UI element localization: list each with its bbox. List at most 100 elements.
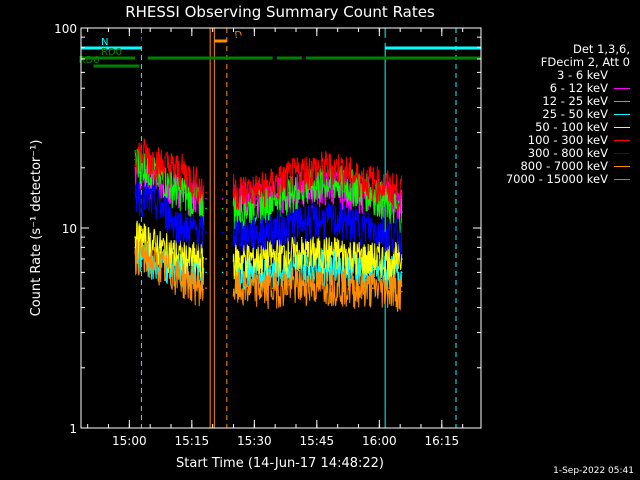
x-tick-label-3: 15:45 (300, 434, 335, 448)
x-axis-label: Start Time (14-Jun-17 14:48:22) (176, 456, 384, 471)
series-100-300-kev-point-2 (159, 162, 161, 165)
x-tick-label-1: 15:15 (175, 434, 210, 448)
legend-entry-3: 25 - 50 keV (542, 107, 630, 121)
series-3-6-kev-point-3 (167, 39, 170, 41)
series-50-100-kev-point-6 (221, 258, 224, 260)
legend-entry-2: 12 - 25 keV (542, 94, 630, 108)
legend-header-line-1: FDecim 2, Att 0 (540, 55, 630, 69)
series-300-800-kev-point-17 (401, 236, 403, 238)
legend-label: 800 - 7000 keV (520, 159, 608, 173)
legend-label: 100 - 300 keV (527, 133, 608, 147)
series-100-300-kev-point-7 (238, 189, 241, 191)
series-3-6-kev-point-17 (388, 40, 391, 42)
legend-swatch (614, 139, 630, 141)
series-300-800-kev-point-4 (184, 227, 186, 229)
series-800-7000-kev-point-9 (271, 287, 274, 290)
series-6-12-kev-segment-0 (134, 153, 205, 220)
series-25-50-kev-point-10 (288, 265, 291, 268)
series-50-100-kev-point-0 (134, 236, 136, 238)
legend-entry-8: 7000 - 15000 keV (506, 172, 630, 186)
series-3-6-kev-point-18 (396, 41, 399, 43)
series-50-100-kev-point-16 (388, 258, 391, 260)
series-100-300-kev-point-8 (255, 189, 257, 191)
series-25-50-kev-point-3 (171, 264, 174, 267)
legend-swatch (614, 74, 630, 76)
legend-swatch (614, 126, 630, 128)
series-3-6-kev-point-11 (288, 36, 291, 38)
series-300-800-kev-point-3 (171, 218, 174, 221)
x-tick-label-4: 16:00 (362, 434, 397, 448)
series-3-6-kev-point-6 (205, 36, 207, 38)
series-50-100-kev-point-9 (271, 255, 274, 258)
series-50-100-kev-point-15 (371, 258, 374, 260)
series-12-25-kev-point-5 (205, 207, 207, 210)
series-300-800-kev-point-12 (321, 218, 324, 221)
series-100-300-kev-segment-0 (134, 138, 205, 205)
series-3-6-kev-point-5 (192, 40, 195, 42)
series-50-100-kev-point-17 (401, 258, 403, 260)
series-100-300-kev-point-14 (355, 176, 357, 178)
series-50-100-kev-point-14 (355, 255, 357, 258)
series-6-12-kev-point-0 (134, 166, 136, 169)
flag-label-rd6: RD6 (79, 55, 100, 66)
series-100-300-kev-point-17 (401, 191, 403, 194)
y-tick-label-2: 100 (54, 22, 77, 36)
series-12-25-kev-segment-0 (134, 147, 205, 226)
series-300-800-kev-point-0 (134, 191, 136, 194)
x-tick-label-5: 16:15 (425, 434, 460, 448)
x-tick-label-2: 15:30 (237, 434, 272, 448)
legend-entry-1: 6 - 12 keV (550, 81, 630, 95)
axis-ticks: 1 10 100 15:00 15:15 15:30 15:45 16:00 16:15 (54, 22, 481, 448)
series-100-300-kev-point-3 (171, 166, 174, 169)
series-3-6-kev-point-14 (338, 36, 341, 38)
series-6-12-kev-point-5 (205, 197, 207, 200)
legend-swatch (614, 165, 630, 167)
series-3-6-kev-point-12 (305, 38, 307, 40)
series-3-6-kev-point-16 (371, 39, 374, 41)
series-800-7000-kev-point-15 (371, 287, 374, 290)
series-300-800-kev-point-13 (338, 218, 341, 221)
legend-swatch (614, 87, 630, 89)
series-12-25-kev-point-17 (401, 211, 403, 213)
y-axis-label: Count Rate (s⁻¹ detector⁻¹) (29, 140, 44, 317)
series-50-100-kev-segment-1 (232, 234, 403, 281)
series-50-100-kev-point-2 (159, 246, 161, 249)
y-tick-label-1: 10 (62, 222, 77, 236)
series-25-50-kev-point-5 (205, 271, 207, 274)
series-50-100-kev-point-1 (146, 241, 149, 243)
series-100-300-kev-point-16 (388, 186, 391, 188)
legend-entry-7: 800 - 7000 keV (520, 159, 630, 173)
series-300-800-kev-point-6 (221, 231, 224, 234)
series-3-6-kev-point-7 (221, 33, 224, 36)
series-800-7000-kev-segment-1 (232, 267, 403, 312)
series-800-7000-kev-point-7 (238, 287, 241, 290)
series-300-800-kev-point-10 (288, 222, 291, 225)
series-50-100-kev-point-8 (255, 258, 257, 260)
series-300-800-kev-segment-0 (134, 180, 205, 251)
legend-swatch (614, 152, 630, 154)
series-50-100-kev-point-4 (184, 258, 186, 260)
series-800-7000-kev-point-5 (205, 287, 207, 290)
legend-label: 3 - 6 keV (557, 68, 608, 82)
series-300-800-kev-point-15 (371, 227, 374, 229)
series-12-25-kev-point-10 (288, 191, 291, 194)
series-3-6-kev-point-4 (180, 38, 182, 40)
series-100-300-kev-point-10 (288, 176, 291, 178)
series-3-6-kev-point-15 (355, 38, 357, 40)
series-800-7000-kev-point-6 (221, 287, 224, 290)
flag-label-d: D (234, 30, 242, 41)
x-tick-label-0: 15:00 (112, 434, 147, 448)
legend-label: 12 - 25 keV (542, 94, 608, 108)
series-3-6-kev-point-9 (255, 35, 257, 37)
legend-label: 6 - 12 keV (549, 81, 608, 95)
series-12-25-kev-point-9 (271, 197, 274, 200)
series-50-100-kev-point-12 (321, 252, 324, 254)
series-100-300-kev-point-13 (338, 166, 341, 169)
series-3-6-kev-point-0 (130, 38, 132, 40)
series-100-300-kev-point-4 (184, 171, 186, 174)
series-12-25-kev-point-2 (159, 176, 161, 178)
chart-title: RHESSI Observing Summary Count Rates (125, 3, 435, 21)
series-300-800-kev-point-1 (146, 197, 149, 200)
series-300-800-kev-point-14 (355, 222, 357, 225)
